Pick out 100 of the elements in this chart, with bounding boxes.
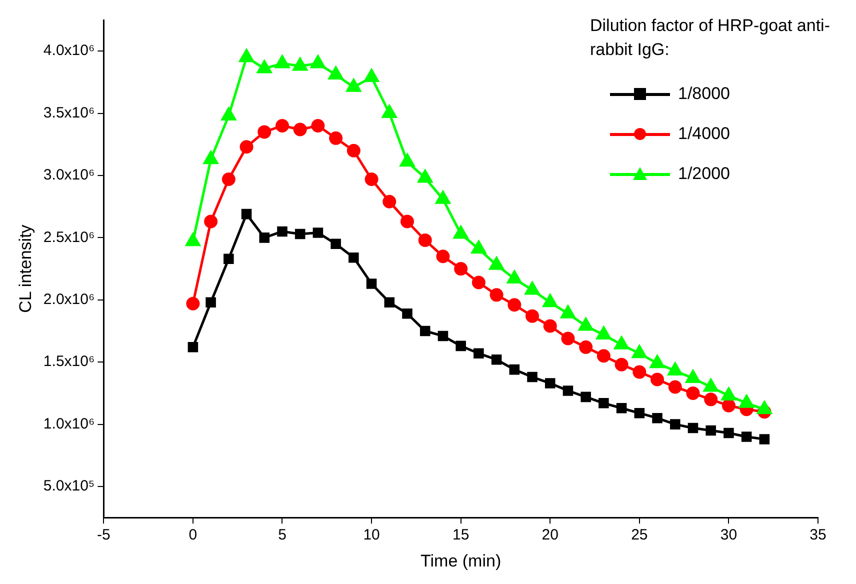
legend-title: Dilution factor of HRP-goat anti-rabbit IgG: [590, 15, 830, 61]
x-tick-label: 10 [363, 526, 380, 544]
legend-label: 1/4000 [678, 124, 730, 144]
point [632, 365, 646, 379]
y-tick-label: 1.5x10⁶ [43, 353, 95, 370]
point [400, 214, 414, 228]
point [382, 105, 397, 118]
point [259, 232, 270, 243]
point [722, 398, 736, 412]
point [418, 233, 432, 247]
point [402, 308, 412, 319]
y-tick-label: 3.0x10⁶ [43, 166, 95, 184]
point [561, 332, 575, 346]
point [186, 296, 200, 310]
point [438, 330, 448, 342]
point [204, 214, 218, 228]
point [257, 60, 272, 74]
point [456, 340, 466, 352]
point [632, 345, 647, 358]
point [364, 172, 378, 186]
point [418, 170, 432, 183]
point [579, 340, 593, 354]
point [650, 355, 665, 368]
point [524, 282, 540, 295]
point [329, 131, 343, 145]
point [294, 228, 306, 240]
point [686, 370, 700, 384]
legend-label: 1/8000 [678, 84, 730, 104]
point [578, 318, 594, 331]
point [542, 294, 558, 308]
point [670, 419, 680, 430]
legend-label: 1/2000 [678, 164, 730, 184]
point [598, 398, 609, 408]
point [258, 125, 272, 139]
x-tick-label: 25 [631, 526, 648, 544]
y-tick-label: 2.0x10⁶ [43, 291, 95, 308]
point [668, 380, 682, 394]
point [348, 252, 359, 263]
point [706, 425, 716, 436]
point [634, 408, 645, 418]
point [489, 256, 504, 270]
point [310, 55, 326, 68]
point [384, 297, 395, 308]
point [364, 68, 379, 82]
x-tick-label: 15 [452, 526, 470, 544]
point [491, 354, 502, 365]
point [668, 362, 682, 376]
point [241, 208, 252, 220]
point [346, 78, 361, 92]
x-tick-label: 0 [188, 526, 198, 544]
point [471, 240, 486, 254]
point [436, 250, 450, 264]
x-tick-label: 35 [810, 526, 826, 544]
point [203, 151, 218, 164]
point [346, 144, 360, 158]
point [330, 238, 341, 250]
y-tick-label: 3.5x10⁶ [43, 104, 95, 122]
point [293, 122, 307, 136]
point [759, 434, 770, 444]
point [188, 342, 198, 352]
point [186, 233, 200, 246]
point [508, 298, 522, 312]
x-tick-label: 30 [720, 526, 738, 544]
point [420, 326, 430, 336]
point [562, 386, 574, 396]
point [239, 49, 254, 62]
point [686, 386, 700, 400]
point [650, 372, 664, 386]
point [400, 154, 415, 167]
point [688, 422, 698, 434]
point [704, 392, 718, 406]
point [490, 288, 504, 302]
point [724, 428, 734, 438]
point [652, 412, 662, 424]
y-tick-label: 2.5x10⁶ [43, 228, 95, 246]
point [240, 140, 254, 154]
point [312, 228, 324, 238]
x-tick-label: 5 [278, 526, 286, 544]
point [741, 432, 752, 442]
point [382, 194, 396, 208]
point [560, 305, 576, 318]
x-tick-label: -5 [96, 526, 110, 544]
point [277, 226, 288, 237]
point [436, 190, 450, 204]
point [366, 278, 377, 289]
point [507, 270, 522, 284]
x-tick-label: 20 [542, 526, 558, 544]
point [275, 118, 289, 132]
y-tick-label: 1.0x10⁶ [43, 415, 95, 432]
point [472, 276, 486, 290]
point [596, 349, 610, 363]
point [527, 372, 538, 382]
point [544, 378, 556, 388]
point [580, 392, 591, 402]
point [311, 118, 325, 132]
point [454, 226, 468, 239]
point [224, 254, 234, 264]
point [274, 55, 290, 68]
point [614, 358, 628, 372]
point [526, 309, 540, 323]
